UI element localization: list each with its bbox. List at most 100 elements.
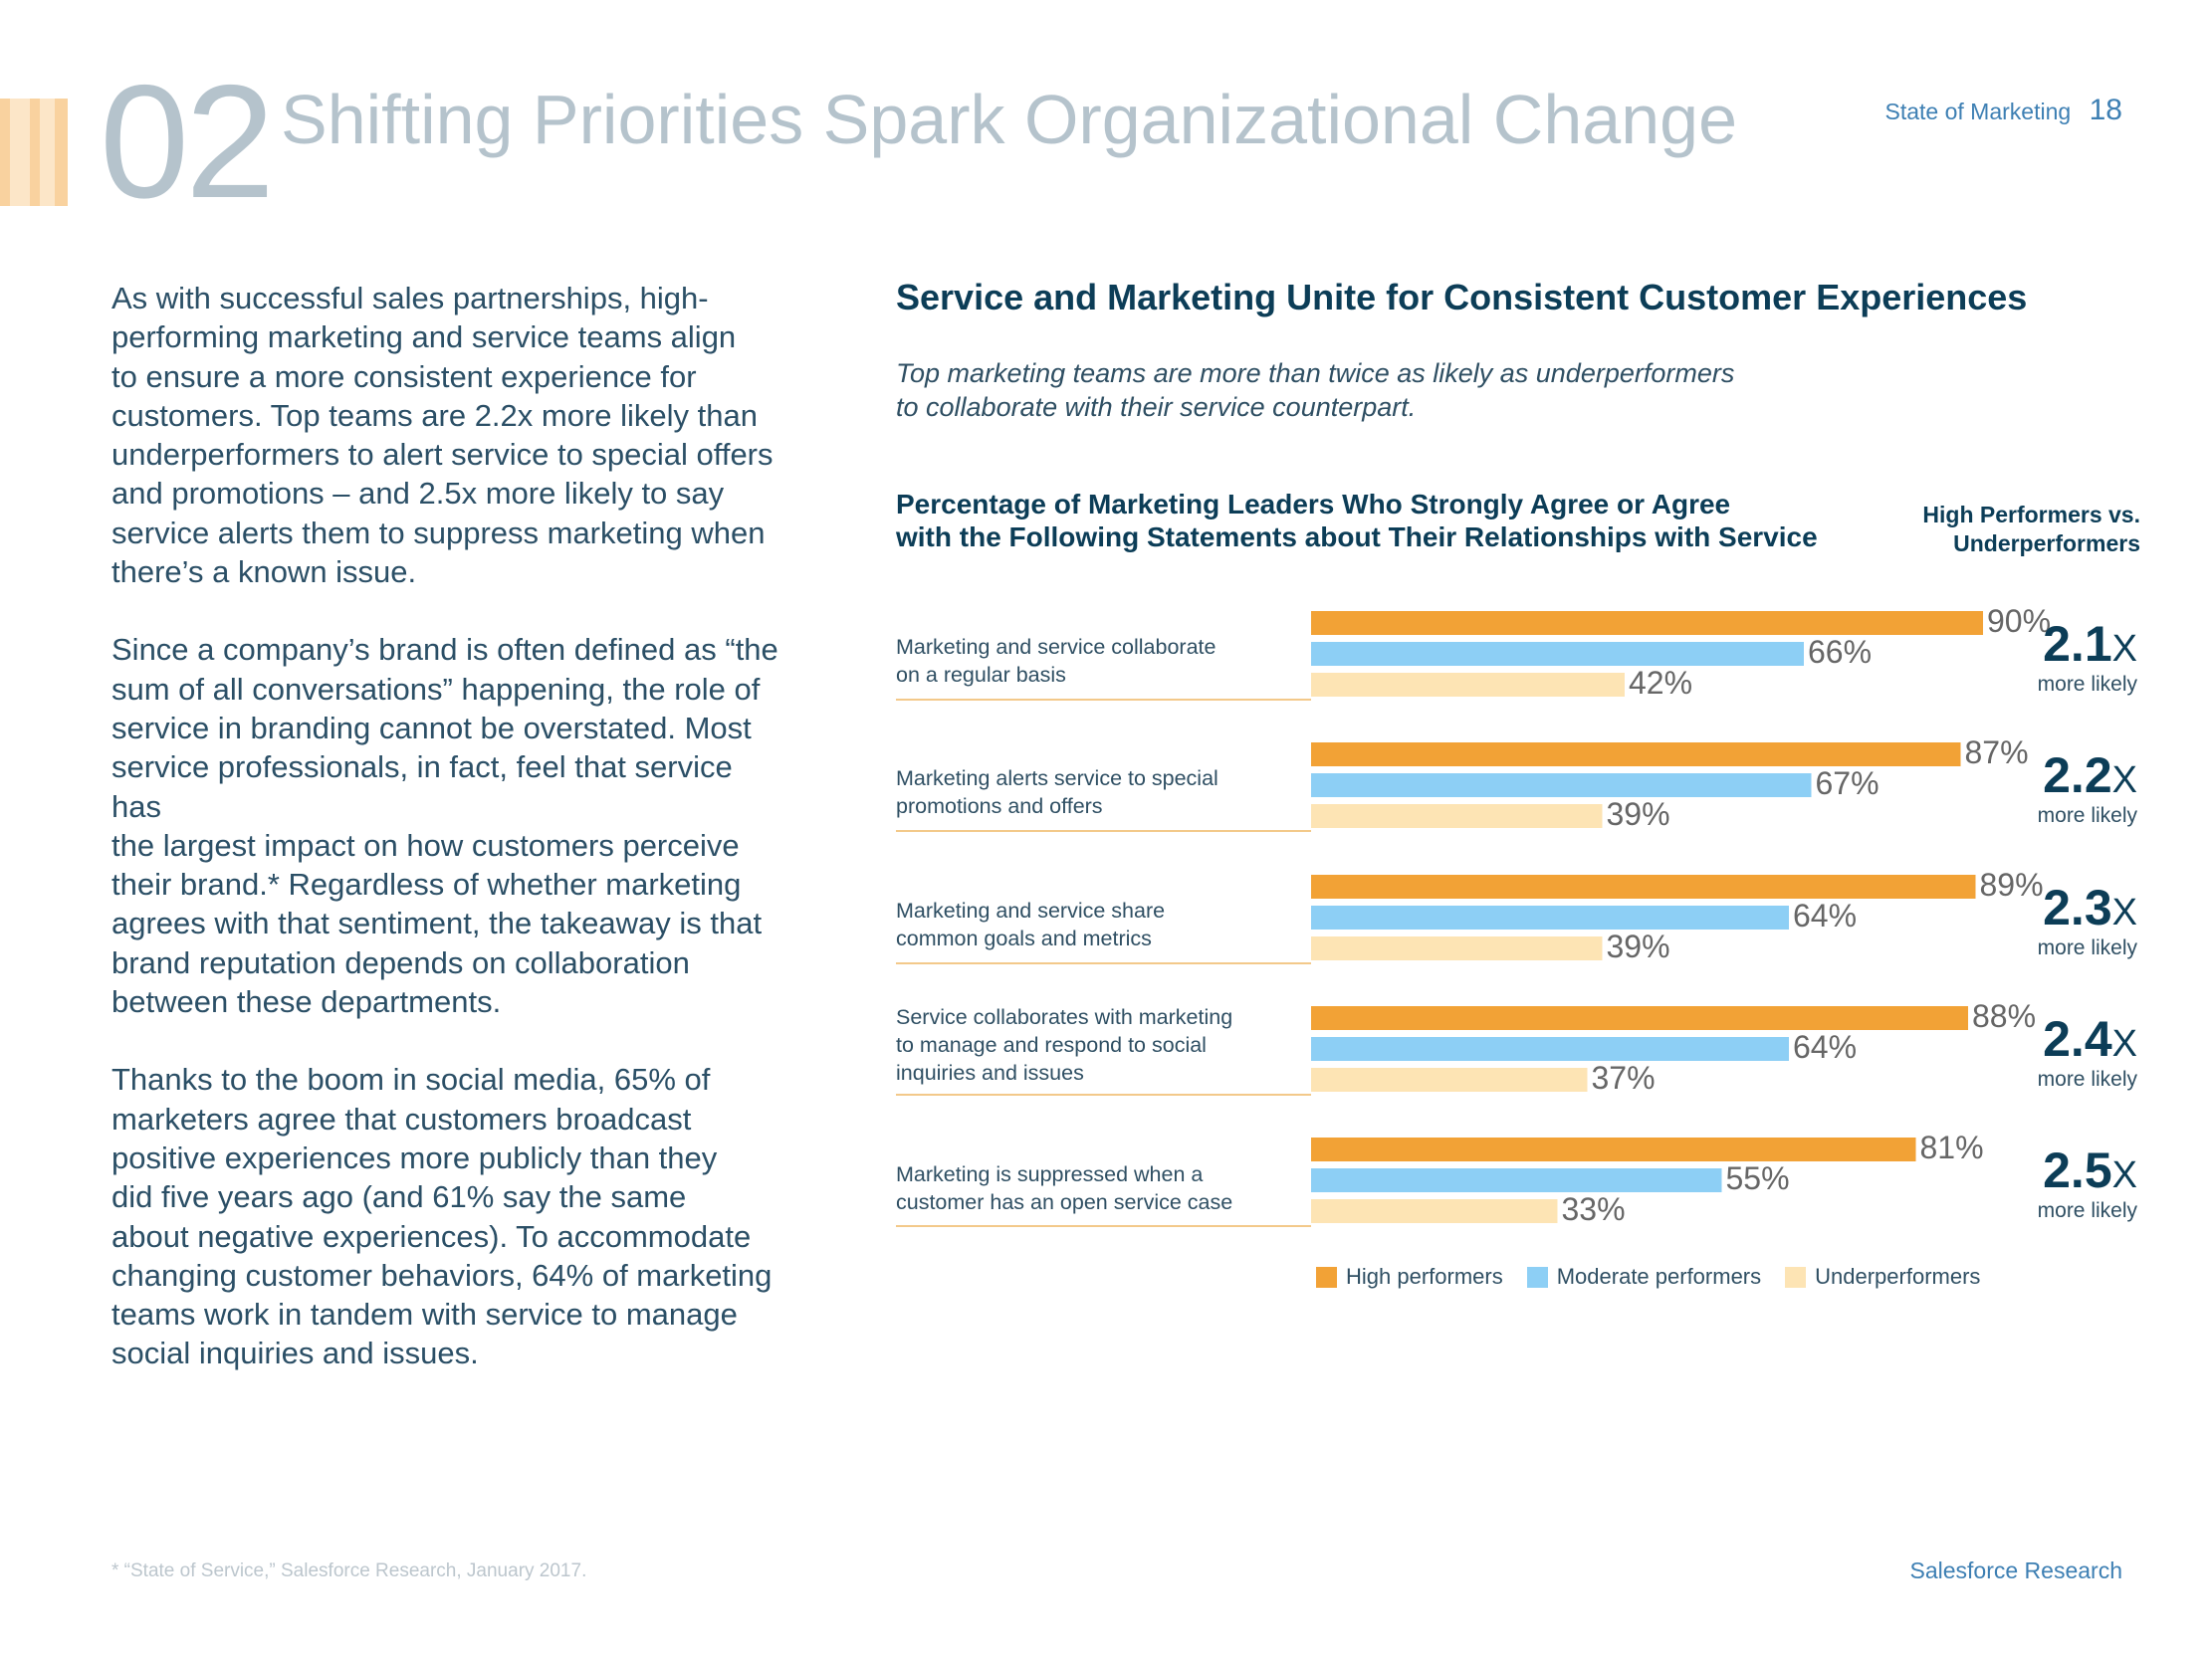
legend-label: High performers <box>1346 1264 1503 1289</box>
ratio-column-heading: High Performers vs. Underperformers <box>1922 501 2140 558</box>
chart-title: Service and Marketing Unite for Consiste… <box>896 277 2028 317</box>
chart-legend: High performers Moderate performers Underp… <box>1316 1264 2004 1290</box>
ratio-suffix: X <box>2111 628 2137 670</box>
bar-value-label: 90% <box>1987 603 2051 639</box>
decorative-stripe <box>40 99 55 206</box>
ratio-callout: 2.2X more likely <box>2038 750 2137 827</box>
category-label-line: Marketing alerts service to special <box>896 766 1218 790</box>
category-label-line: on a regular basis <box>896 663 1066 687</box>
body-line: customers. Top teams are 2.2x more likel… <box>111 397 758 433</box>
body-line: underperformers to alert service to spec… <box>111 437 774 473</box>
ratio-suffix: X <box>2111 759 2137 801</box>
bar-underperformers <box>1311 673 1625 697</box>
legend-swatch <box>1316 1266 1337 1288</box>
body-line: brand reputation depends on collaboratio… <box>111 944 690 980</box>
category-label-line: to manage and respond to social <box>896 1033 1207 1057</box>
ratio-heading-line: High Performers vs. <box>1922 502 2140 527</box>
bar-moderate-performers <box>1311 906 1789 930</box>
body-line: the largest impact on how customers perc… <box>111 827 740 863</box>
body-line: changing customer behaviors, 64% of mark… <box>111 1257 773 1293</box>
ratio-value: 2.1X <box>2038 619 2137 674</box>
decorative-stripe <box>10 99 30 206</box>
bar-value-label: 64% <box>1793 898 1857 933</box>
footnote: * “State of Service,” Salesforce Researc… <box>111 1560 587 1581</box>
body-paragraph: As with successful sales partnerships, h… <box>111 279 788 591</box>
body-paragraph: Since a company’s brand is often defined… <box>111 630 788 1021</box>
footer-brand: Salesforce Research <box>1909 1557 2123 1583</box>
category-label-line: inquiries and issues <box>896 1061 1084 1085</box>
page-number: 18 <box>2089 94 2122 126</box>
bar-value-label: 55% <box>1726 1160 1790 1196</box>
decorative-stripe <box>30 99 40 206</box>
ratio-value: 2.2X <box>2038 750 2137 805</box>
bar-value-label: 81% <box>1920 1130 1984 1165</box>
body-line: sum of all conversations” happening, the… <box>111 671 761 707</box>
ratio-caption: more likely <box>2037 1199 2137 1222</box>
legend-swatch <box>1526 1266 1548 1288</box>
body-line: between these departments. <box>111 984 502 1020</box>
body-line: social inquiries and issues. <box>111 1336 479 1371</box>
category-label-line: Marketing and service share <box>896 899 1166 923</box>
decorative-stripe <box>55 99 68 206</box>
ratio-suffix: X <box>2111 1023 2137 1065</box>
bar-high-performers <box>1311 1006 1968 1030</box>
chart-heading-line: Percentage of Marketing Leaders Who Stro… <box>896 489 1731 519</box>
ratio-value: 2.5X <box>2038 1145 2137 1200</box>
category-label: Marketing and service share common goals … <box>896 897 1274 952</box>
bar-moderate-performers <box>1311 642 1804 666</box>
bar-value-label: 87% <box>1965 734 2029 770</box>
ratio-caption: more likely <box>2037 804 2137 827</box>
chart-heading-line: with the Following Statements about Thei… <box>896 521 1818 552</box>
body-line: performing marketing and service teams a… <box>111 319 737 355</box>
category-label-line: Marketing and service collaborate <box>896 635 1217 659</box>
body-line: teams work in tandem with service to man… <box>111 1297 738 1333</box>
ratio-suffix: X <box>2111 892 2137 933</box>
chart-subtitle: Top marketing teams are more than twice … <box>896 356 1872 424</box>
page-header-meta: State of Marketing 18 <box>1885 94 2122 127</box>
ratio-callout: 2.3X more likely <box>2038 883 2137 959</box>
body-line: Since a company’s brand is often defined… <box>111 632 778 668</box>
category-label-line: Marketing is suppressed when a <box>896 1162 1204 1186</box>
ratio-number: 2.2 <box>2043 747 2112 803</box>
body-line: positive experiences more publicly than … <box>111 1140 718 1175</box>
body-line: marketers agree that customers broadcast <box>111 1101 692 1137</box>
legend-swatch <box>1785 1266 1807 1288</box>
bar-underperformers <box>1311 1199 1558 1223</box>
body-line: their brand.* Regardless of whether mark… <box>111 867 742 903</box>
body-line: and promotions – and 2.5x more likely to… <box>111 476 725 512</box>
ratio-number: 2.5 <box>2043 1142 2112 1198</box>
body-text-column: As with successful sales partnerships, h… <box>111 279 788 1412</box>
body-paragraph: Thanks to the boom in social media, 65% … <box>111 1060 788 1372</box>
legend-label: Moderate performers <box>1556 1264 1762 1289</box>
bar-high-performers <box>1311 742 1961 766</box>
bar-moderate-performers <box>1311 773 1812 797</box>
bar-value-label: 39% <box>1607 796 1670 832</box>
ratio-suffix: X <box>2111 1154 2137 1196</box>
category-label: Marketing and service collaborate on a re… <box>896 633 1274 689</box>
category-label-line: Service collaborates with marketing <box>896 1005 1233 1029</box>
body-line: service professionals, in fact, feel tha… <box>111 749 733 824</box>
bar-value-label: 64% <box>1793 1029 1857 1065</box>
page-title: Shifting Priorities Spark Organizational… <box>281 81 1737 158</box>
category-label-line: common goals and metrics <box>896 927 1152 950</box>
decorative-stripe <box>0 99 10 206</box>
bar-underperformers <box>1311 804 1603 828</box>
ratio-callout: 2.5X more likely <box>2038 1145 2137 1222</box>
legend-item: High performers <box>1316 1264 1503 1290</box>
ratio-caption: more likely <box>2037 936 2137 959</box>
ratio-callout: 2.1X more likely <box>2038 619 2137 696</box>
section-number: 02 <box>100 52 275 232</box>
ratio-caption: more likely <box>2037 673 2137 696</box>
category-label: Service collaborates with marketing to ma… <box>896 1003 1274 1087</box>
chart-subtitle-line: Top marketing teams are more than twice … <box>896 358 1735 388</box>
body-line: service in branding cannot be overstated… <box>111 710 752 745</box>
body-line: agrees with that sentiment, the takeaway… <box>111 906 763 941</box>
body-line: there’s a known issue. <box>111 554 417 590</box>
ratio-heading-line: Underperformers <box>1953 530 2140 556</box>
bar-underperformers <box>1311 1068 1588 1092</box>
chart-subtitle-line: to collaborate with their service counte… <box>896 392 1417 422</box>
body-line: to ensure a more consistent experience f… <box>111 358 697 394</box>
legend-item: Underperformers <box>1785 1264 1980 1290</box>
ratio-callout: 2.4X more likely <box>2038 1014 2137 1091</box>
bar-value-label: 39% <box>1607 929 1670 964</box>
